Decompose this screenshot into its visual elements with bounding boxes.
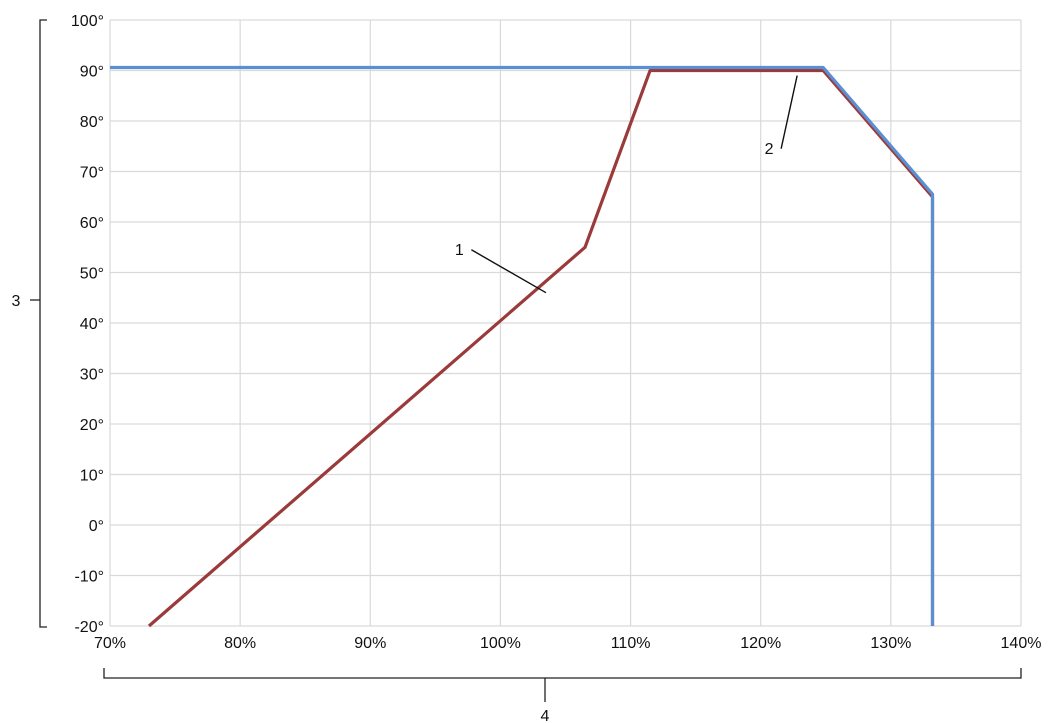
series-2-line: [110, 68, 933, 627]
callouts: 12: [455, 76, 797, 293]
y-tick-label: -10°: [74, 569, 104, 586]
y-tick-label: 50°: [80, 266, 104, 283]
series-layer: [110, 68, 933, 627]
y-tick-label: -20°: [74, 619, 104, 636]
x-tick-label: 140%: [1001, 635, 1042, 652]
y-tick-label: 100°: [71, 13, 104, 30]
x-tick-label: 70%: [94, 635, 126, 652]
y-tick-label: 10°: [80, 468, 104, 485]
grid: [110, 20, 1021, 626]
x-axis-bracket-label: 4: [541, 708, 550, 723]
x-tick-label: 100%: [480, 635, 521, 652]
y-tick-label: 0°: [89, 518, 104, 535]
y-tick-label: 80°: [80, 114, 104, 131]
y-axis-ticks: -20° -10° 0° 10° 20° 30° 40° 50° 60° 70° 80° 90° 100…: [71, 13, 104, 636]
x-tick-label: 120%: [740, 635, 781, 652]
y-tick-label: 70°: [80, 165, 104, 182]
y-tick-label: 40°: [80, 316, 104, 333]
callout-1-leader: [471, 250, 546, 293]
y-axis-bracket-label: 3: [12, 293, 21, 310]
y-axis-bracket: [40, 20, 47, 627]
x-axis-bracket: [104, 668, 1021, 678]
y-tick-label: 20°: [80, 417, 104, 434]
x-tick-label: 80%: [224, 635, 256, 652]
series-1-line: [149, 71, 933, 627]
y-tick-label: 90°: [80, 64, 104, 81]
y-tick-label: 60°: [80, 215, 104, 232]
x-axis-ticks: 70% 80% 90% 100% 110% 120% 130% 140%: [94, 635, 1041, 652]
x-tick-label: 110%: [611, 635, 651, 652]
x-tick-label: 130%: [870, 635, 911, 652]
y-tick-label: 30°: [80, 367, 104, 384]
callout-1-label: 1: [455, 242, 464, 259]
x-tick-label: 90%: [354, 635, 386, 652]
callout-2-label: 2: [765, 141, 774, 158]
callout-2-leader: [781, 76, 797, 149]
